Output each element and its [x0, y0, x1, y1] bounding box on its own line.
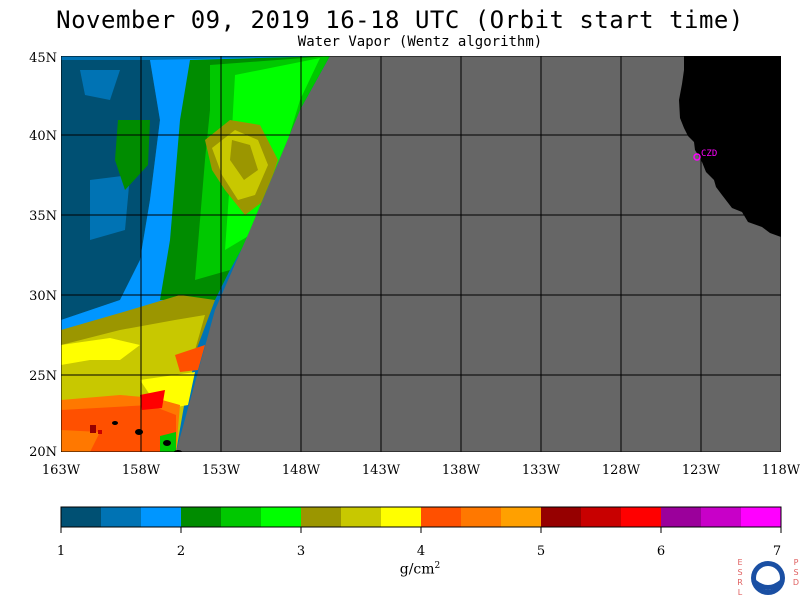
- lon-tick-labels: 163W 158W 153W 148W 143W 138W 133W 128W …: [42, 463, 800, 478]
- lon-label-133w: 133W: [522, 463, 561, 478]
- colorbar-label-6: 6: [657, 544, 665, 559]
- lon-label-123w: 123W: [682, 463, 721, 478]
- map-subtitle: Water Vapor (Wentz algorithm): [297, 34, 543, 50]
- colorbar-swatch: [381, 507, 422, 527]
- lat-lon-grid: [61, 56, 781, 452]
- colorbar-label-2: 2: [177, 544, 185, 559]
- noaa-logo-icon: [751, 561, 785, 595]
- lon-label-163w: 163W: [42, 463, 81, 478]
- colorbar-label-4: 4: [417, 544, 425, 559]
- colorbar-label-7: 7: [773, 544, 781, 559]
- colorbar-label-5: 5: [537, 544, 545, 559]
- colorbar-swatch: [741, 507, 782, 527]
- lon-label-138w: 138W: [442, 463, 481, 478]
- lon-label-153w: 153W: [202, 463, 241, 478]
- lat-label-45n: 45N: [29, 51, 57, 66]
- colorbar-labels: 1 2 3 4 5 6 7: [57, 544, 781, 559]
- colorbar: [61, 507, 782, 527]
- lon-label-128w: 128W: [602, 463, 641, 478]
- lon-label-143w: 143W: [362, 463, 401, 478]
- logo-right-letters: PSD: [792, 558, 800, 587]
- station-czd-marker: [693, 153, 701, 161]
- colorbar-label-1: 1: [57, 544, 65, 559]
- lon-label-118w: 118W: [762, 463, 800, 478]
- map-panel: CZD: [61, 56, 781, 452]
- lat-label-25n: 25N: [29, 369, 57, 384]
- colorbar-swatch: [261, 507, 302, 527]
- lon-label-148w: 148W: [282, 463, 321, 478]
- lon-label-158w: 158W: [122, 463, 161, 478]
- colorbar-swatch: [621, 507, 662, 527]
- colorbar-swatch: [461, 507, 502, 527]
- colorbar-swatch: [501, 507, 542, 527]
- station-czd-label: CZD: [701, 149, 717, 159]
- lat-tick-labels: 20N 25N 30N 35N 40N 45N: [29, 51, 57, 460]
- colorbar-swatch: [301, 507, 342, 527]
- lat-label-40n: 40N: [29, 129, 57, 144]
- colorbar-swatch: [701, 507, 742, 527]
- lat-label-35n: 35N: [29, 209, 57, 224]
- noaa-esrl-psd-logo: ESRL PSD: [736, 556, 800, 600]
- colorbar-ticks: [60, 527, 782, 533]
- north-america-land: [679, 56, 781, 237]
- colorbar-swatch: [421, 507, 462, 527]
- colorbar-swatch: [61, 507, 102, 527]
- colorbar-swatch: [141, 507, 182, 527]
- lat-label-20n: 20N: [29, 445, 57, 460]
- lat-label-30n: 30N: [29, 289, 57, 304]
- logo-left-letters: ESRL: [737, 558, 743, 597]
- colorbar-label-3: 3: [297, 544, 305, 559]
- colorbar-unit: g/cm2: [399, 561, 441, 578]
- colorbar-swatch: [541, 507, 582, 527]
- map-title: November 09, 2019 16-18 UTC (Orbit start…: [56, 6, 744, 34]
- colorbar-swatch: [341, 507, 382, 527]
- colorbar-swatch: [181, 507, 222, 527]
- colorbar-swatch: [581, 507, 622, 527]
- colorbar-swatch: [101, 507, 142, 527]
- colorbar-swatch: [661, 507, 702, 527]
- colorbar-swatch: [221, 507, 262, 527]
